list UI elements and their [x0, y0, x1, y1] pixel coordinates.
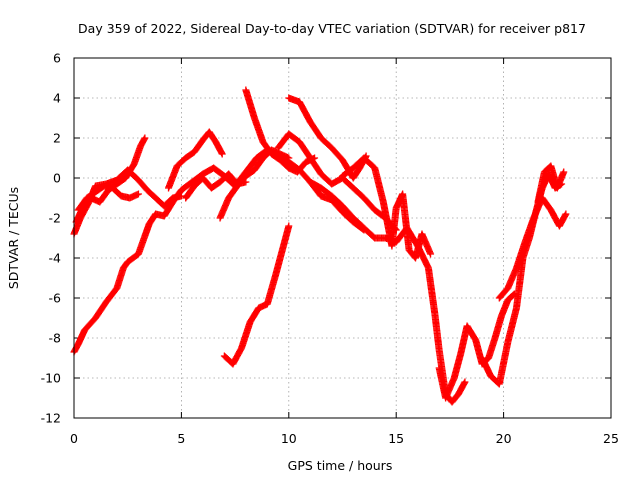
series-track-e: [165, 128, 226, 192]
y-tick-label: -10: [41, 371, 61, 386]
data-point: [134, 190, 142, 198]
y-tick-label: 4: [53, 91, 61, 106]
series-track-p: [495, 194, 570, 302]
data-point: [427, 250, 435, 258]
series-track-q: [534, 162, 568, 206]
series-track-g: [216, 146, 293, 222]
y-tick-label: -2: [49, 211, 61, 226]
series-track-m: [339, 154, 435, 262]
series-track-i: [242, 86, 319, 176]
data-point: [218, 150, 226, 158]
axis-ticks: 0 5 10 15 20 25 -12 -10 -8 -6 -4 -2 0 2 4 6: [41, 51, 619, 447]
data-point: [560, 168, 568, 176]
y-tick-label: -6: [49, 291, 62, 306]
y-tick-label: -4: [49, 251, 62, 266]
x-tick-label: 5: [177, 431, 185, 446]
y-tick-label: 6: [53, 51, 61, 66]
plot-frame: [73, 57, 612, 419]
x-axis-label: GPS time / hours: [288, 458, 393, 473]
data-point: [285, 154, 293, 162]
x-tick-label: 15: [388, 431, 404, 446]
data-point: [141, 134, 149, 142]
data-point: [285, 222, 293, 230]
y-tick-label: -8: [49, 331, 62, 346]
x-tick-label: 20: [496, 431, 512, 446]
data-point: [461, 378, 469, 386]
data-point: [562, 210, 570, 218]
x-tick-label: 0: [70, 431, 78, 446]
y-tick-label: 0: [53, 171, 61, 186]
x-tick-label: 25: [603, 431, 619, 446]
y-tick-label: -12: [41, 411, 61, 426]
x-tick-label: 10: [281, 431, 297, 446]
chart-title: Day 359 of 2022, Sidereal Day-to-day VTE…: [78, 21, 586, 36]
series-track-h: [220, 222, 293, 368]
series-track-d: [74, 182, 142, 214]
data-points: [70, 86, 570, 406]
y-axis-label: SDTVAR / TECUs: [6, 187, 21, 289]
data-point: [177, 192, 185, 200]
y-tick-label: 2: [53, 131, 61, 146]
